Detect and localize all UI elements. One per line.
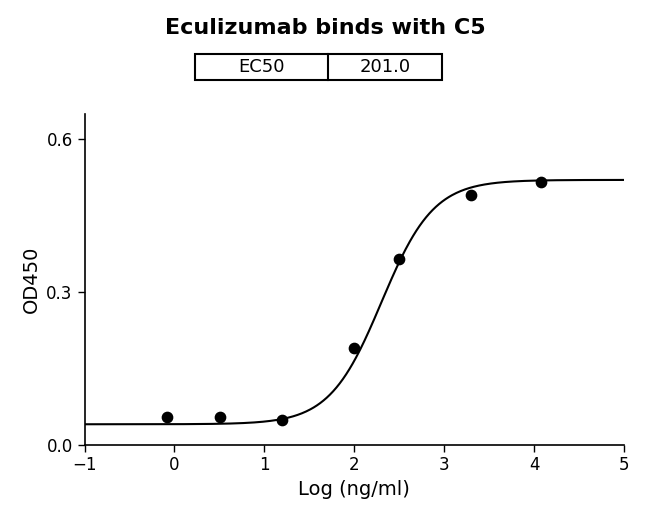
- Text: Eculizumab binds with C5: Eculizumab binds with C5: [164, 18, 486, 38]
- Point: [536, 178, 547, 187]
- X-axis label: Log (ng/ml): Log (ng/ml): [298, 480, 410, 499]
- Point: [162, 413, 172, 421]
- Point: [277, 416, 287, 424]
- Point: [349, 344, 359, 352]
- Y-axis label: OD450: OD450: [21, 246, 41, 313]
- Point: [215, 413, 226, 421]
- Point: [466, 191, 476, 200]
- Text: EC50: EC50: [239, 58, 285, 76]
- Point: [394, 255, 404, 263]
- Text: 201.0: 201.0: [359, 58, 411, 76]
